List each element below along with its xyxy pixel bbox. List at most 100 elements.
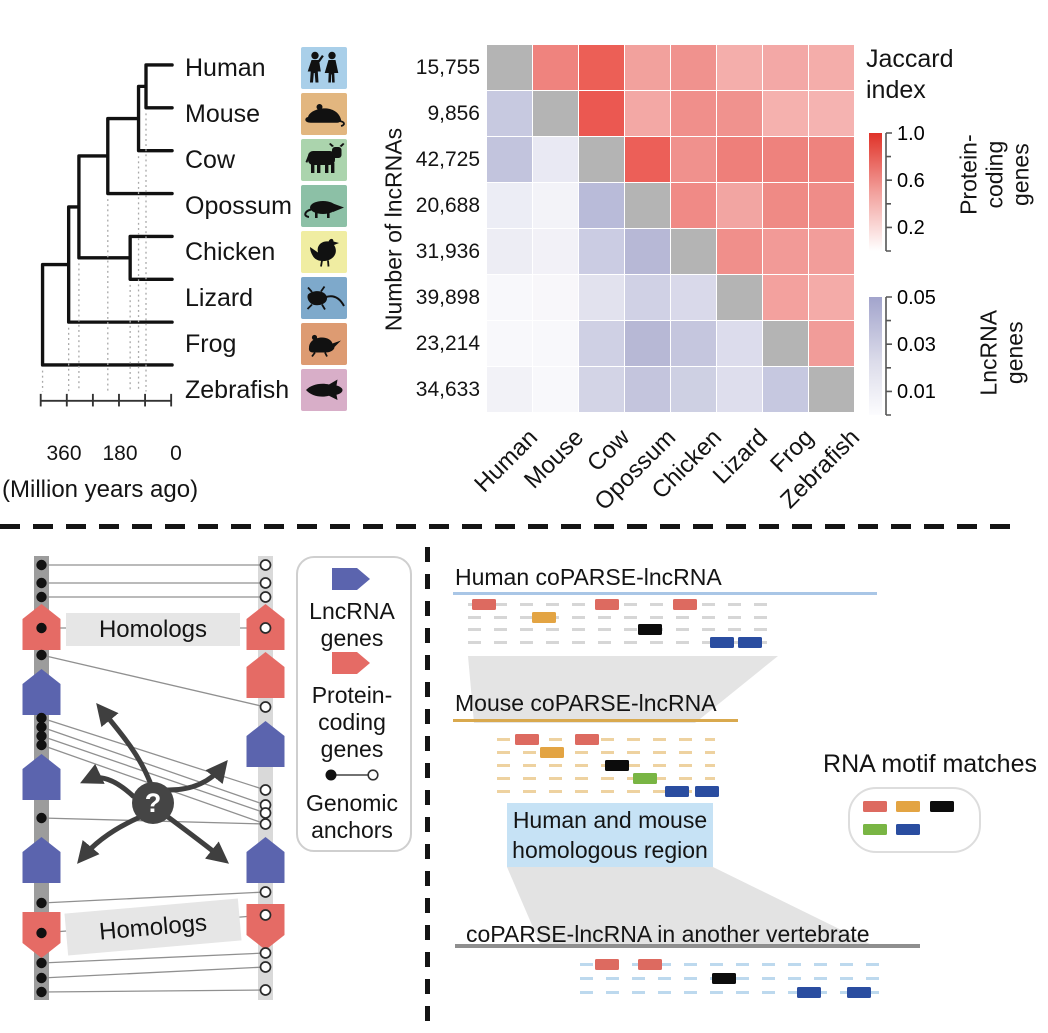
axis-tick-180: 180 — [102, 442, 138, 465]
blue-motif-block — [710, 636, 734, 648]
dash-row — [468, 640, 778, 644]
heatmap-cell-Zebrafish-Chicken — [671, 367, 716, 412]
anchor-link — [41, 952, 266, 964]
black-motif-block — [712, 973, 736, 984]
genomic-anchors-label: Genomic anchors — [305, 790, 399, 844]
heatmap-cell-Opossum-Zebrafish — [809, 183, 854, 228]
heatmap-cell-Human-Lizard — [717, 45, 762, 90]
panel-b-legend — [296, 556, 412, 852]
blue-tick-3: 0.01 — [897, 381, 936, 403]
protein-coding-genes-label: Protein- coding genes — [311, 682, 393, 763]
red-motif-block — [595, 599, 619, 610]
heatmap-cell-Opossum-Frog — [763, 183, 808, 228]
heatmap-cell-Lizard-Lizard — [717, 275, 762, 320]
dash-row — [497, 777, 715, 780]
lncrna-gene-shape — [246, 837, 285, 883]
heatmap-cell-Mouse-Lizard — [717, 91, 762, 136]
lncrna-gene-shape — [22, 669, 61, 715]
blue-motif-block — [665, 786, 689, 797]
heatmap-cell-Chicken-Lizard — [717, 229, 762, 274]
red-tick-1: 1.0 — [897, 125, 925, 145]
species-label: Opossum — [185, 191, 292, 220]
genomic-anchor-circle — [259, 591, 272, 603]
colorbars: 1.0 0.6 0.2 0.05 0.03 0.01 — [869, 125, 936, 416]
red-tick-3: 0.2 — [897, 217, 925, 239]
protein-coding-colorbar-label: Protein- coding genes — [955, 134, 1033, 215]
blue-tick-1: 0.05 — [897, 287, 936, 309]
genomic-anchor-icon — [325, 769, 379, 781]
red-motif-block — [673, 599, 697, 610]
heatmap-cell-Mouse-Frog — [763, 91, 808, 136]
heatmap-cell-Lizard-Frog — [763, 275, 808, 320]
lncrna-count: 9,856 — [427, 101, 480, 125]
lncrna-count: 42,725 — [415, 147, 480, 171]
heatmap-cell-Chicken-Chicken — [671, 229, 716, 274]
axis-caption: (Million years ago) — [2, 476, 199, 503]
genomic-anchor-dot — [36, 622, 47, 634]
heatmap-cell-Frog-Opossum — [625, 321, 670, 366]
heatmap-cell-Lizard-Opossum — [625, 275, 670, 320]
genomic-anchor-circle — [259, 784, 272, 796]
green-motif-legend-swatch — [863, 824, 887, 835]
species-label: Chicken — [185, 237, 276, 266]
heatmap-y-axis-label: Number of lncRNAs — [380, 127, 407, 332]
heatmap-cell-Cow-Lizard — [717, 137, 762, 182]
human-mouse-funnel — [468, 656, 778, 723]
dash-row — [468, 603, 778, 606]
heatmap-cell-Frog-Lizard — [717, 321, 762, 366]
protein-coding-gene-icon — [332, 652, 370, 674]
species-label: Human — [185, 53, 266, 82]
axis-tick-0: 0 — [170, 442, 182, 465]
genomic-anchor-dot — [36, 730, 47, 742]
axis-tick-360: 360 — [46, 442, 82, 465]
heatmap-cell-Opossum-Human — [487, 183, 532, 228]
blue-motif-block — [695, 786, 719, 797]
heatmap-cell-Mouse-Zebrafish — [809, 91, 854, 136]
heatmap-cell-Lizard-Cow — [579, 275, 624, 320]
vertebrate-underline — [455, 944, 920, 948]
heatmap-cell-Opossum-Opossum — [625, 183, 670, 228]
dash-row — [497, 790, 715, 793]
genomic-anchor-circle — [259, 807, 272, 819]
heatmap-cell-Mouse-Human — [487, 91, 532, 136]
protein-coding-gene-shape — [246, 904, 285, 950]
heatmap-cell-Chicken-Opossum — [625, 229, 670, 274]
heatmap-cell-Cow-Human — [487, 137, 532, 182]
genomic-anchor-dot — [36, 712, 47, 724]
heatmap-cell-Mouse-Opossum — [625, 91, 670, 136]
species-label: Zebrafish — [185, 375, 290, 404]
blue-motif-block — [847, 987, 871, 998]
mouse-icon — [301, 92, 347, 135]
vertical-dashed-divider — [425, 547, 430, 1033]
heatmap-cell-Mouse-Chicken — [671, 91, 716, 136]
dash-row — [468, 615, 778, 619]
rna-motif-legend-box — [848, 787, 981, 853]
dash-row — [497, 738, 715, 741]
genomic-anchor-circle — [259, 559, 272, 571]
heatmap-cell-Frog-Zebrafish — [809, 321, 854, 366]
lncrna-count: 31,936 — [415, 239, 480, 263]
genomic-anchor-circle — [259, 818, 272, 830]
red-motif-block — [595, 959, 619, 970]
heatmap-cell-Zebrafish-Mouse — [533, 367, 578, 412]
genomic-anchor-dot — [36, 721, 47, 733]
heatmap-cell-Zebrafish-Human — [487, 367, 532, 412]
dash-row — [580, 963, 880, 966]
anchor-link — [41, 717, 266, 791]
blue-tick-2: 0.03 — [897, 334, 936, 356]
anchor-link — [41, 966, 266, 979]
lncrna-genes-label: LncRNA genes — [309, 598, 395, 652]
question-mark: ? — [145, 788, 162, 818]
cow-icon — [301, 138, 347, 181]
lncrna-count: 34,633 — [415, 377, 480, 401]
heatmap-cell-Chicken-Frog — [763, 229, 808, 274]
lncrna-gene-shape — [22, 837, 61, 883]
genomic-anchor-dot — [36, 927, 47, 939]
tree-branches — [40, 63, 174, 367]
anchor-link — [41, 654, 266, 708]
protein-coding-gene-shape — [246, 652, 285, 698]
heatmap-cell-Chicken-Cow — [579, 229, 624, 274]
lncrna-count: 23,214 — [415, 331, 480, 355]
heatmap-cell-Zebrafish-Opossum — [625, 367, 670, 412]
